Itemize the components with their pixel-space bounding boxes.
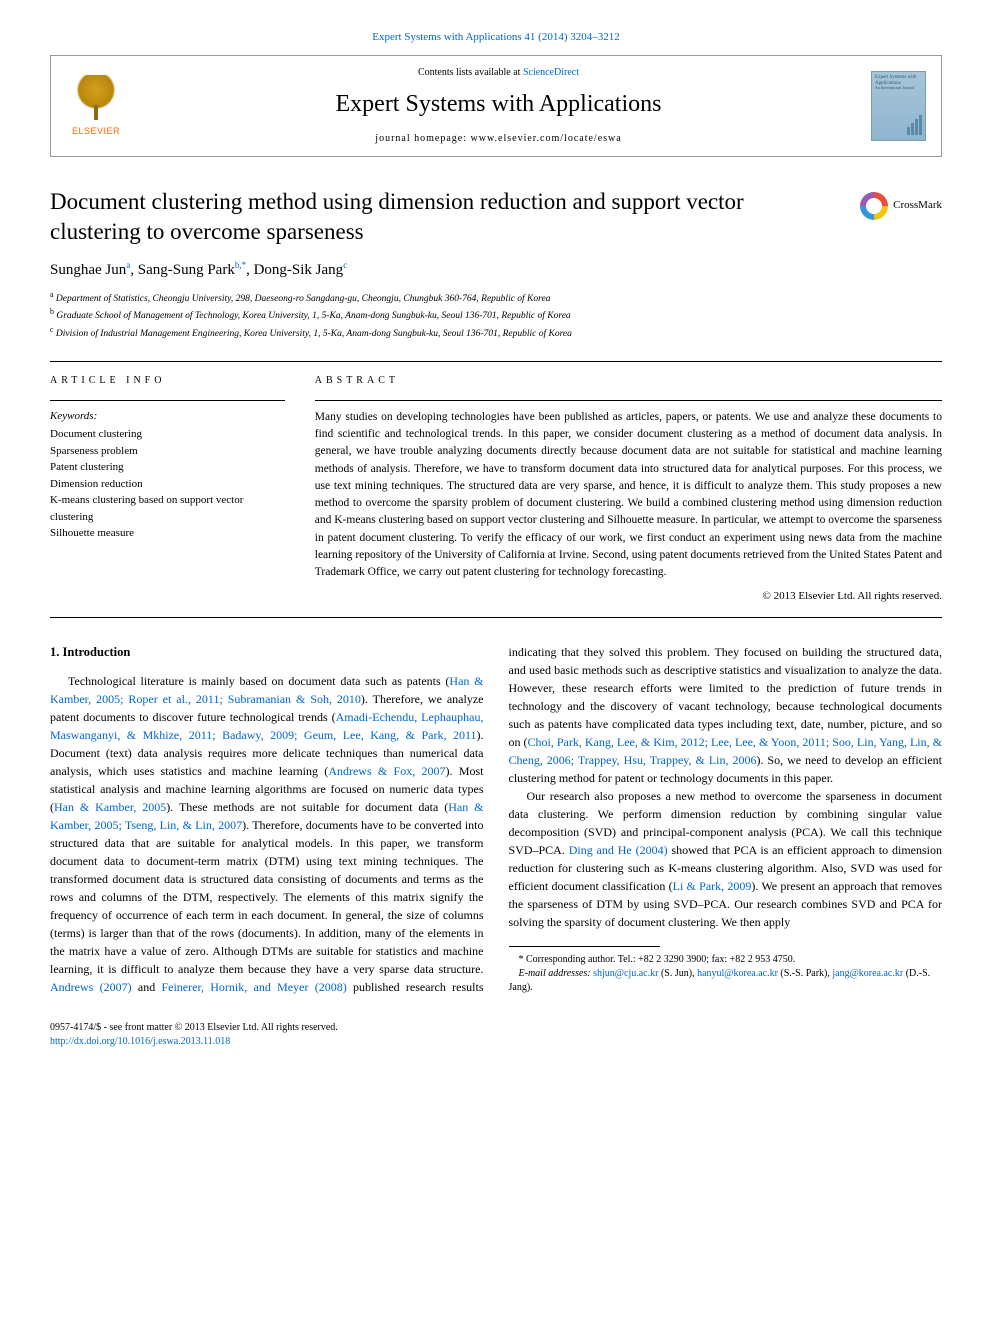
page-footer: 0957-4174/$ - see front matter © 2013 El… [50, 1021, 942, 1049]
homepage-line: journal homepage: www.elsevier.com/locat… [126, 132, 871, 146]
author-3-affil[interactable]: c [343, 260, 347, 270]
article-info-heading: article info [50, 374, 285, 388]
keywords-list: Document clustering Sparseness problem P… [50, 426, 285, 542]
abstract-block: abstract Many studies on developing tech… [300, 362, 942, 617]
publisher-logo: ELSEVIER [66, 71, 126, 141]
keyword: Dimension reduction [50, 476, 285, 493]
cover-bars-icon [907, 115, 922, 135]
banner-center: Contents lists available at ScienceDirec… [126, 66, 871, 146]
article-meta-row: article info Keywords: Document clusteri… [50, 361, 942, 618]
homepage-prefix: journal homepage: [375, 133, 470, 144]
keyword: Patent clustering [50, 459, 285, 476]
crossmark-badge[interactable]: CrossMark [860, 192, 942, 220]
homepage-url: www.elsevier.com/locate/eswa [471, 133, 622, 144]
citation-link[interactable]: Andrews (2007) [50, 980, 132, 994]
abstract-heading: abstract [315, 374, 942, 388]
cover-title: Expert Systems with Applications An Inte… [875, 75, 922, 92]
publisher-name: ELSEVIER [72, 125, 120, 138]
authors-line: Sunghae Juna, Sang-Sung Parkb,*, Dong-Si… [50, 259, 942, 281]
footnote-separator [509, 946, 661, 947]
contents-line: Contents lists available at ScienceDirec… [126, 66, 871, 80]
corresponding-footnote: * Corresponding author. Tel.: +82 2 3290… [509, 953, 943, 967]
citation-link[interactable]: Ding and He (2004) [569, 843, 668, 857]
footer-issn-line: 0957-4174/$ - see front matter © 2013 El… [50, 1021, 942, 1035]
email-link[interactable]: jang@korea.ac.kr [832, 968, 903, 979]
sciencedirect-link[interactable]: ScienceDirect [523, 67, 579, 78]
author-3: Dong-Sik Jang [254, 262, 344, 278]
affiliations: a Department of Statistics, Cheongju Uni… [50, 289, 942, 341]
email-link[interactable]: hanyul@korea.ac.kr [697, 968, 778, 979]
abstract-copyright: © 2013 Elsevier Ltd. All rights reserved… [315, 589, 942, 604]
citation-link[interactable]: Li & Park, 2009 [673, 879, 752, 893]
citation-link[interactable]: Andrews & Fox, 2007 [328, 764, 445, 778]
author-2-affil[interactable]: b, [235, 260, 242, 270]
keyword: K-means clustering based on support vect… [50, 492, 285, 525]
body-text: 1. Introduction Technological literature… [50, 643, 942, 996]
email-footnote: E-mail addresses: shjun@cju.ac.kr (S. Ju… [509, 967, 943, 995]
abstract-text: Many studies on developing technologies … [315, 409, 942, 582]
crossmark-label: CrossMark [893, 198, 942, 213]
keyword: Sparseness problem [50, 443, 285, 460]
author-1: Sunghae Jun [50, 262, 126, 278]
journal-cover-thumbnail: Expert Systems with Applications An Inte… [871, 71, 926, 141]
section-1-heading: 1. Introduction [50, 643, 484, 662]
affiliation-c: c Division of Industrial Management Engi… [50, 324, 942, 341]
keywords-label: Keywords: [50, 409, 285, 424]
paragraph: Our research also proposes a new method … [509, 787, 943, 931]
contents-prefix: Contents lists available at [418, 67, 523, 78]
author-2: Sang-Sung Park [138, 262, 235, 278]
corresponding-star-icon[interactable]: * [242, 260, 247, 270]
author-1-affil[interactable]: a [126, 260, 130, 270]
email-link[interactable]: shjun@cju.ac.kr [593, 968, 658, 979]
doi-link[interactable]: http://dx.doi.org/10.1016/j.eswa.2013.11… [50, 1036, 230, 1047]
citation-link[interactable]: Expert Systems with Applications 41 (201… [372, 31, 619, 43]
keyword: Document clustering [50, 426, 285, 443]
footnotes: * Corresponding author. Tel.: +82 2 3290… [509, 953, 943, 995]
affiliation-a: a Department of Statistics, Cheongju Uni… [50, 289, 942, 306]
citation-header: Expert Systems with Applications 41 (201… [50, 30, 942, 45]
journal-name: Expert Systems with Applications [126, 88, 871, 122]
crossmark-icon [860, 192, 888, 220]
article-header: CrossMark Document clustering method usi… [50, 187, 942, 341]
elsevier-tree-icon [71, 75, 121, 125]
article-title: Document clustering method using dimensi… [50, 187, 942, 247]
keyword: Silhouette measure [50, 525, 285, 542]
affiliation-b: b Graduate School of Management of Techn… [50, 306, 942, 323]
citation-link[interactable]: Feinerer, Hornik, and Meyer (2008) [161, 980, 346, 994]
journal-banner: ELSEVIER Contents lists available at Sci… [50, 55, 942, 157]
citation-link[interactable]: Han & Kamber, 2005 [54, 800, 166, 814]
article-info-block: article info Keywords: Document clusteri… [50, 362, 300, 617]
